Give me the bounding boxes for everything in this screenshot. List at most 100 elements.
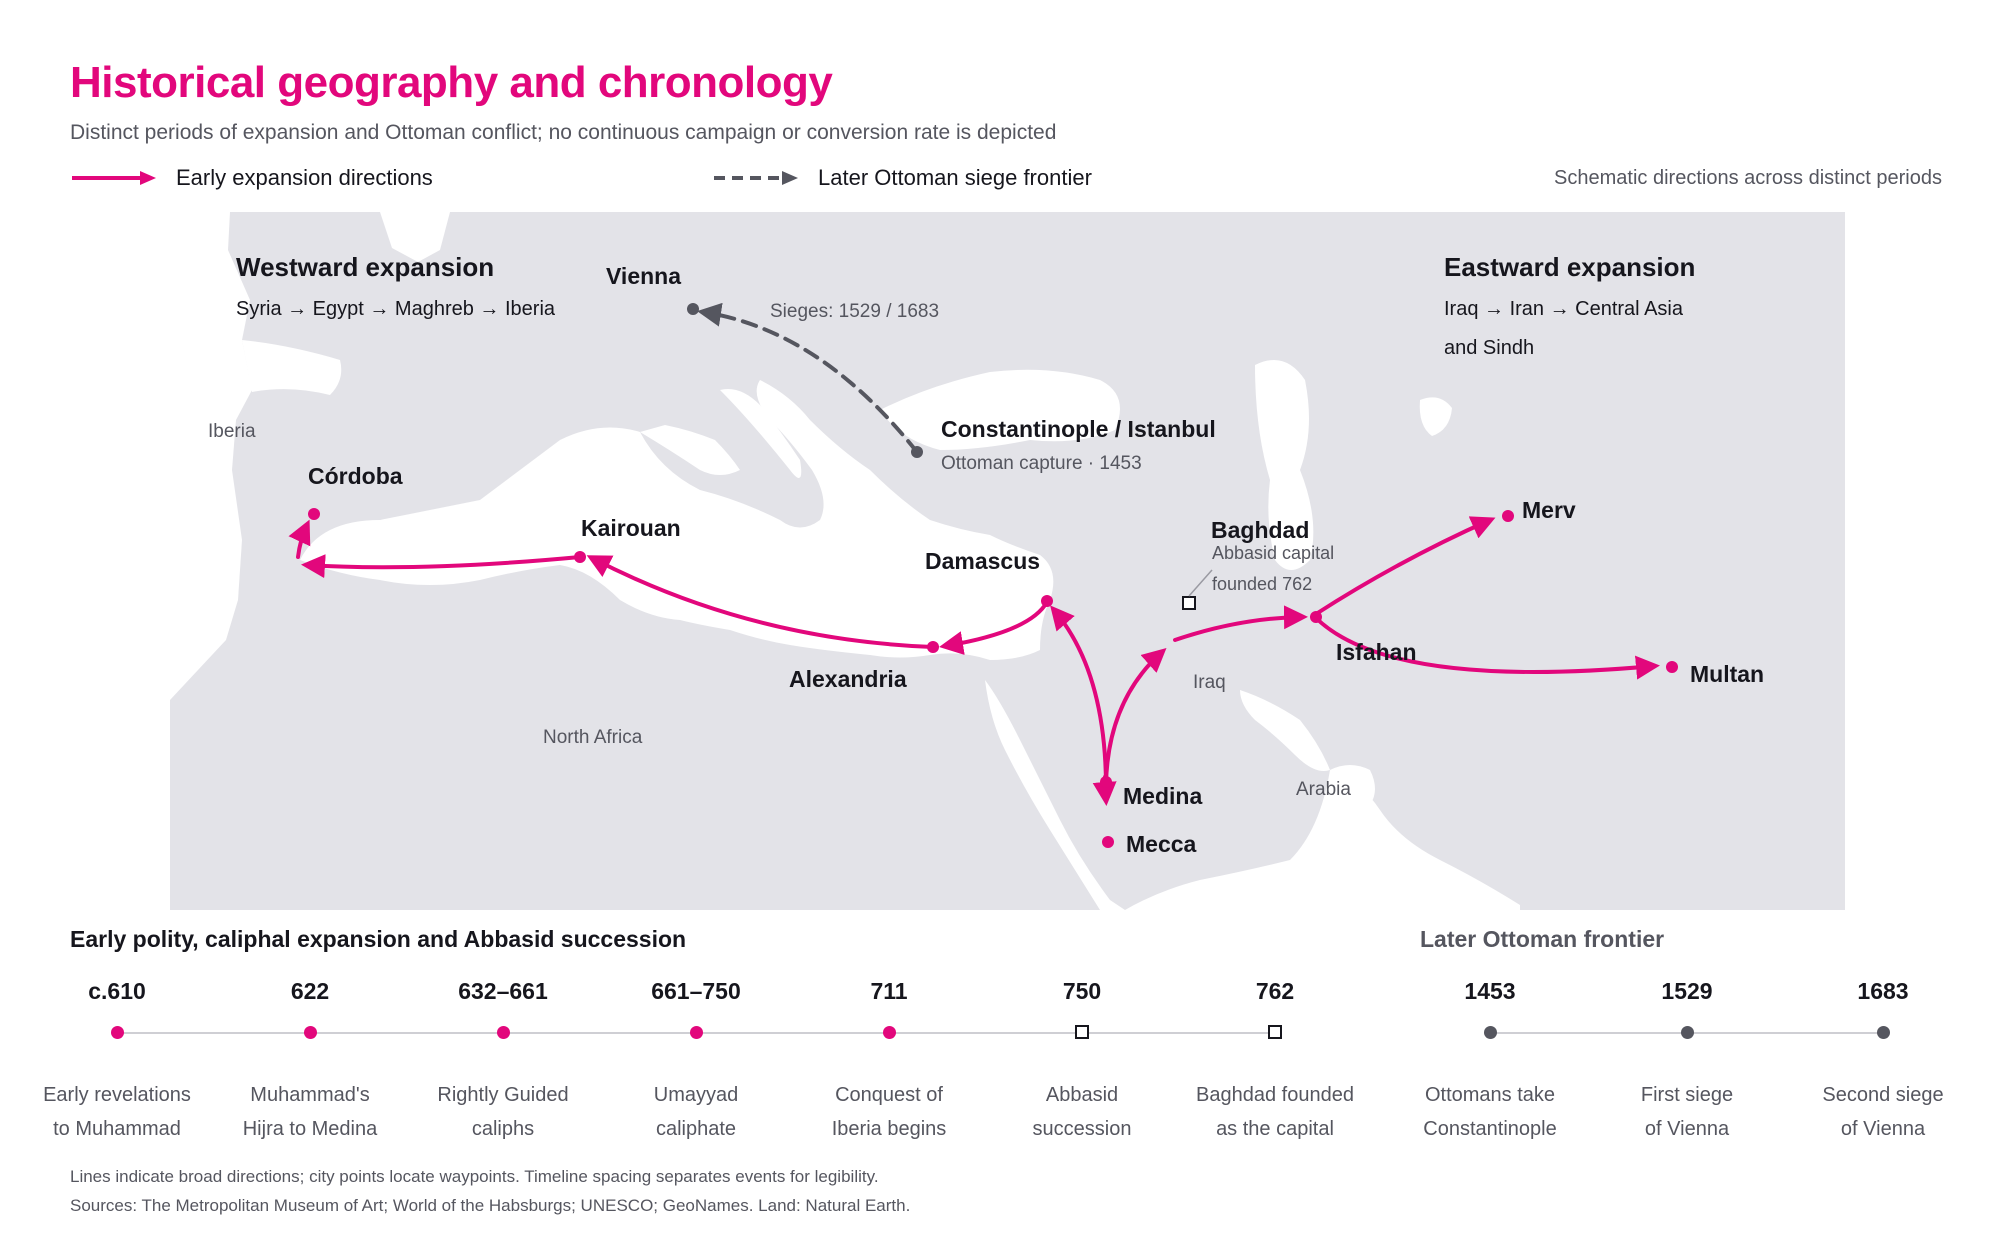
route-kairouan-iberia-coast [301, 554, 582, 579]
constantinople-point [911, 446, 923, 458]
timeline-year: 750 [1062, 978, 1102, 1004]
timeline-year: 632–661 [458, 978, 548, 1004]
legend-ottoman-frontier: Later Ottoman siege frontier [712, 163, 1092, 193]
constantinople-annotation: Ottoman capture · 1453 [941, 453, 1142, 474]
region-label-iraq: Iraq [1193, 672, 1226, 693]
ottoman-siege-route [697, 302, 919, 454]
timeline-event-label: Conquest of Iberia begins [789, 1078, 989, 1146]
timeline-year: c.610 [88, 978, 146, 1004]
label-constantinople: Constantinople / Istanbul [941, 416, 1216, 442]
timeline-event-label: Early revelations to Muhammad [17, 1078, 217, 1146]
timeline-year: 1683 [1857, 978, 1909, 1004]
timeline-event-label-line1: Umayyad [653, 1084, 739, 1106]
damascus-point [1041, 595, 1053, 607]
label-vienna: Vienna [606, 263, 681, 289]
timeline-event-label-line1: Baghdad founded [1196, 1084, 1354, 1106]
label-mecca: Mecca [1126, 831, 1197, 857]
vienna-point [687, 303, 699, 315]
timeline-dot-marker [1680, 1025, 1694, 1039]
westward-panel-route: Syria → Egypt → Maghreb → Iberia [236, 298, 556, 320]
timeline-event-label-line1: Abbasid [1045, 1084, 1119, 1106]
timeline-event-label: Muhammad's Hijra to Medina [210, 1078, 410, 1146]
early-expansion-routes [288, 516, 1660, 806]
isfahan-point [1310, 611, 1322, 623]
medina-point [1100, 776, 1112, 788]
region-label-arabia: Arabia [1296, 779, 1351, 800]
timeline-event-label: Rightly Guided caliphs [403, 1078, 603, 1146]
timeline-event-label-line2: of Vienna [1644, 1118, 1730, 1140]
cordoba-point [308, 508, 320, 520]
timeline-event-label-line2: caliphate [655, 1118, 737, 1140]
timeline-dot-marker [303, 1025, 317, 1039]
page-title: Historical geography and chronology [70, 58, 833, 107]
label-cordoba: Córdoba [308, 463, 403, 489]
timeline-event-label-line2: Hijra to Medina [242, 1118, 378, 1140]
baghdad-annotation-line2: founded 762 [1212, 574, 1312, 594]
timeline-event-label-line1: Ottomans take [1424, 1084, 1556, 1106]
timeline-square-marker [1075, 1025, 1089, 1039]
timeline-event-label-line1: Second siege [1822, 1084, 1944, 1106]
sieges-annotation: Sieges: 1529 / 1683 [770, 301, 939, 322]
baghdad-marker [1182, 596, 1196, 610]
legend-note: Schematic directions across distinct per… [1554, 167, 1942, 189]
timeline-event-label-line1: Conquest of [835, 1084, 943, 1106]
timeline-dot-marker [1876, 1025, 1890, 1039]
label-baghdad: Baghdad [1211, 517, 1309, 543]
baghdad-annotation-line1: Abbasid capital [1212, 543, 1334, 563]
timeline-year: 661–750 [651, 978, 741, 1004]
pink-arrow-icon [72, 171, 156, 185]
timeline-event-label-line1: Rightly Guided [437, 1084, 569, 1106]
timeline-dot-marker [882, 1025, 896, 1039]
footnote: Lines indicate broad directions; city po… [70, 1167, 879, 1186]
timeline-dot-marker [110, 1025, 124, 1039]
kairouan-point [574, 551, 586, 563]
timeline-event-label: Ottomans take Constantinople [1390, 1078, 1590, 1146]
alexandria-point [927, 641, 939, 653]
route-medina-iraq [1104, 648, 1167, 786]
timeline-event-label-line2: of Vienna [1840, 1118, 1926, 1140]
timeline-event-label: Abbasid succession [982, 1078, 1182, 1146]
timeline-event-label-line1: Early revelations [43, 1084, 191, 1106]
mecca-point [1102, 836, 1114, 848]
route-isfahan-multan [1314, 616, 1660, 680]
timeline-later-heading: Later Ottoman frontier [1420, 926, 1665, 952]
timeline-early-heading: Early polity, caliphal expansion and Abb… [70, 926, 687, 952]
eastward-panel-route-line1: Iraq → Iran → Central Asia [1444, 298, 1684, 320]
route-damascus-alexandria [939, 600, 1049, 655]
timeline-event-label: First siege of Vienna [1587, 1078, 1787, 1146]
route-medina-damascus [1050, 605, 1108, 786]
timeline-year: 1453 [1464, 978, 1516, 1004]
timeline-event-label-line2: succession [1032, 1118, 1132, 1140]
sources: Sources: The Metropolitan Museum of Art;… [70, 1196, 911, 1215]
eastward-panel-route-line2: and Sindh [1444, 337, 1534, 359]
legend-ottoman-label: Later Ottoman siege frontier [818, 165, 1092, 190]
label-multan: Multan [1690, 661, 1764, 687]
timeline-event-label-line2: as the capital [1216, 1118, 1334, 1140]
dashed-arrow-icon [714, 171, 798, 185]
route-isfahan-merv [1314, 516, 1496, 616]
timeline-event-label-line2: Constantinople [1423, 1118, 1557, 1140]
merv-point [1502, 510, 1514, 522]
route-strait-cordoba [288, 519, 311, 559]
label-isfahan: Isfahan [1336, 639, 1417, 665]
region-label-north-africa: North Africa [543, 727, 643, 748]
legend-early-label: Early expansion directions [176, 165, 433, 190]
label-medina: Medina [1123, 783, 1202, 809]
timeline-year: 762 [1255, 978, 1295, 1004]
timeline-year: 711 [870, 978, 908, 1004]
seas [170, 212, 1520, 910]
timeline-event-label-line2: caliphs [471, 1118, 535, 1140]
route-alexandria-kairouan [586, 555, 935, 649]
region-label-iberia: Iberia [208, 421, 256, 442]
page-subtitle: Distinct periods of expansion and Ottoma… [70, 121, 1057, 144]
baghdad-leader-line [1188, 569, 1213, 597]
label-damascus: Damascus [925, 548, 1040, 574]
label-kairouan: Kairouan [581, 515, 681, 541]
westward-panel-title: Westward expansion [236, 252, 494, 282]
timeline-event-label-line1: Muhammad's [250, 1084, 370, 1106]
timeline-dot-marker [1483, 1025, 1497, 1039]
timeline-year: 622 [290, 978, 330, 1004]
eastward-panel-title: Eastward expansion [1444, 252, 1695, 282]
route-iraq-isfahan [1173, 605, 1308, 642]
